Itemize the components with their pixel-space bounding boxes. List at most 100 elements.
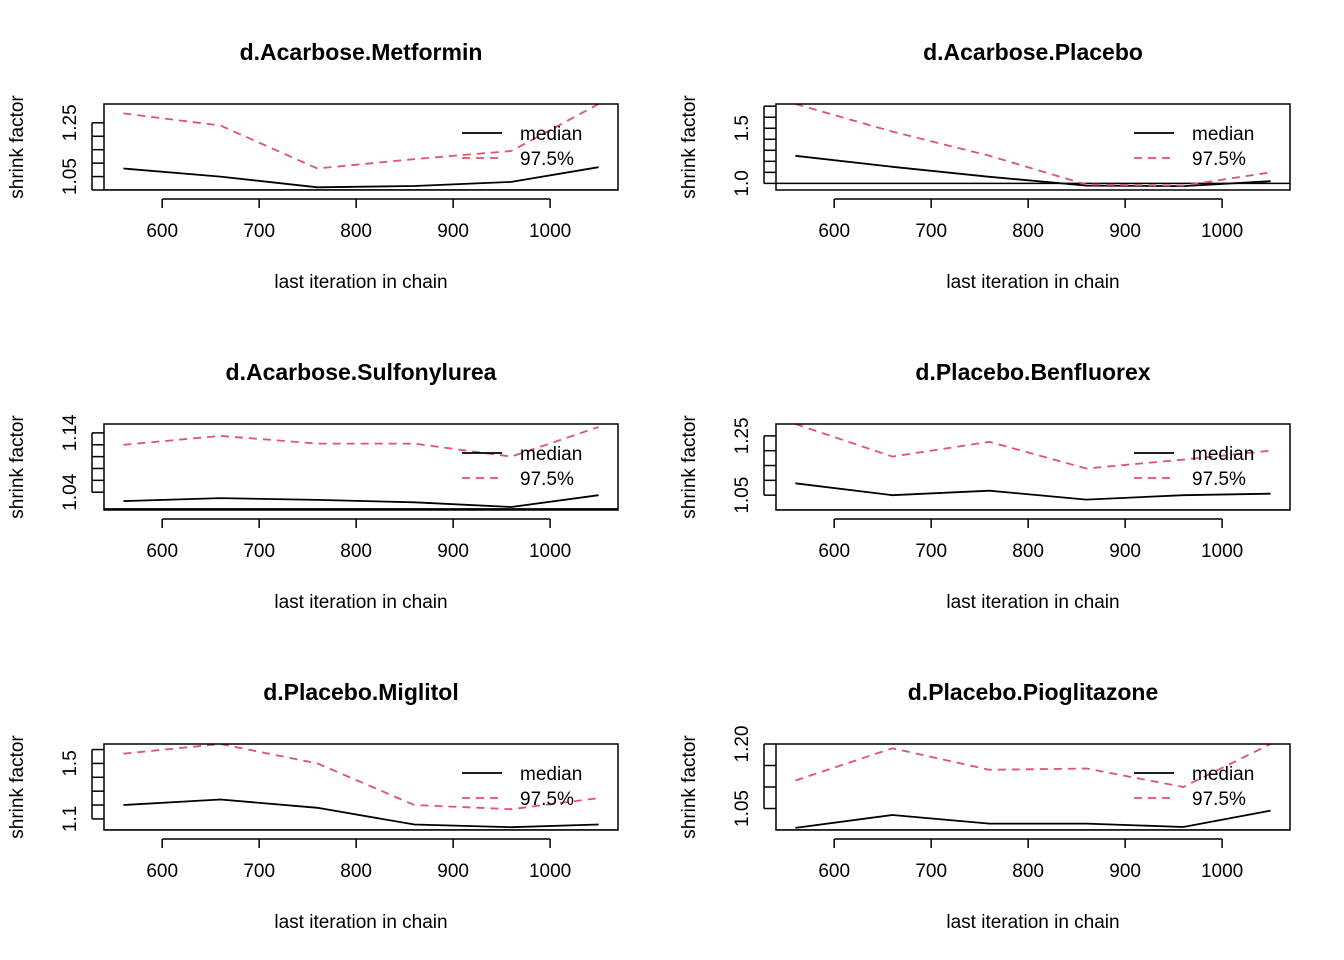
legend-label-97-5: 97.5% [520,469,574,490]
y-tick-label: 1.20 [732,726,753,763]
x-tick-label: 700 [915,541,947,562]
plot-frame [775,423,1291,511]
x-tick-label: 600 [818,541,850,562]
legend-label-median: median [1192,764,1254,785]
x-tick-label: 600 [146,221,178,242]
y-tick-label: 1.5 [732,115,753,141]
legend-label-97-5: 97.5% [1192,149,1246,170]
chart-panel: d.Placebo.Pioglitazone 600 700 800 900 1000 la… [679,679,1291,933]
plot-area [776,744,1290,830]
series-line-median [795,482,1271,501]
plot-area [776,424,1290,510]
y-tick-label: 1.14 [60,414,81,451]
y-axis-label: shrink factor [7,415,28,519]
x-tick-label: 900 [1109,541,1141,562]
y-axis-label: shrink factor [7,735,28,839]
series-line-median [795,154,1271,188]
plot-area [104,104,618,190]
x-axis-label: last iteration in chain [946,592,1119,613]
plot-frame [775,103,1291,191]
plot-area [104,426,618,510]
chart-title: d.Acarbose.Placebo [923,39,1143,65]
legend-label-median: median [520,764,582,785]
legend-label-97-5: 97.5% [520,149,574,170]
y-axis-label: shrink factor [679,735,700,839]
legend-label-median: median [520,124,582,145]
chart-panel: d.Placebo.Benfluorex 600 700 800 900 1000 last… [679,359,1291,613]
x-axis-label: last iteration in chain [274,272,447,293]
series-line-median [795,809,1271,829]
plot-frame [103,103,619,191]
chart-title: d.Placebo.Pioglitazone [908,679,1158,705]
chart-panel: d.Placebo.Miglitol 600 700 800 900 1000 last i… [7,679,619,933]
x-tick-label: 800 [340,221,372,242]
x-tick-label: 1000 [1201,861,1243,882]
plot-frame [775,743,1291,831]
legend-label-97-5: 97.5% [1192,469,1246,490]
x-tick-label: 800 [340,541,372,562]
plot-frame [103,743,619,831]
chart-title: d.Acarbose.Sulfonylurea [226,359,497,385]
x-axis-label: last iteration in chain [946,272,1119,293]
x-tick-label: 900 [437,861,469,882]
legend-label-median: median [1192,444,1254,465]
x-tick-label: 900 [437,541,469,562]
series-line-median [123,166,599,189]
x-tick-label: 1000 [529,221,571,242]
legend-label-97-5: 97.5% [1192,789,1246,810]
series-line-97-5 [795,744,1271,788]
y-tick-label: 1.04 [60,473,81,510]
y-axis-label: shrink factor [7,95,28,199]
legend-label-97-5: 97.5% [520,789,574,810]
x-axis-label: last iteration in chain [946,912,1119,933]
x-tick-label: 600 [146,541,178,562]
x-tick-label: 1000 [1201,221,1243,242]
x-tick-label: 600 [818,221,850,242]
x-tick-label: 900 [1109,221,1141,242]
chart-title: d.Placebo.Miglitol [263,679,459,705]
series-line-97-5 [795,104,1271,187]
x-tick-label: 1000 [1201,541,1243,562]
y-axis-label: shrink factor [679,415,700,519]
y-tick-label: 1.0 [732,170,753,196]
x-tick-label: 700 [243,861,275,882]
x-tick-label: 800 [1012,541,1044,562]
y-tick-label: 1.05 [60,158,81,195]
series-line-97-5 [123,426,599,458]
series-line-97-5 [123,104,600,170]
y-tick-label: 1.05 [732,477,753,514]
series-line-97-5 [123,744,599,811]
plot-frame [103,423,619,511]
x-tick-label: 700 [243,541,275,562]
series-line-97-5 [795,424,1271,470]
x-tick-label: 900 [437,221,469,242]
y-tick-label: 1.25 [60,104,81,141]
x-tick-label: 800 [340,861,372,882]
x-tick-label: 800 [1012,861,1044,882]
chart-panel: d.Acarbose.Metformin 600 700 800 900 1000 last… [7,39,619,293]
x-tick-label: 900 [1109,861,1141,882]
chart-panel: d.Acarbose.Sulfonylurea 600 700 800 900 1000 l… [7,359,619,613]
series-line-median [123,798,599,829]
y-axis-label: shrink factor [679,95,700,199]
y-tick-label: 1.1 [60,806,81,832]
plot-area [776,104,1290,188]
chart-title: d.Acarbose.Metformin [240,39,483,65]
y-tick-label: 1.5 [60,750,81,776]
legend-label-median: median [520,444,582,465]
x-tick-label: 1000 [529,861,571,882]
x-axis-label: last iteration in chain [274,592,447,613]
chart-title: d.Placebo.Benfluorex [915,359,1150,385]
x-axis-label: last iteration in chain [274,912,447,933]
x-tick-label: 600 [818,861,850,882]
legend-label-median: median [1192,124,1254,145]
y-tick-label: 1.05 [732,790,753,827]
x-tick-label: 600 [146,861,178,882]
series-line-median [123,494,599,508]
x-tick-label: 800 [1012,221,1044,242]
plot-area [104,744,618,830]
x-tick-label: 700 [243,221,275,242]
x-tick-label: 700 [915,221,947,242]
x-tick-label: 700 [915,861,947,882]
